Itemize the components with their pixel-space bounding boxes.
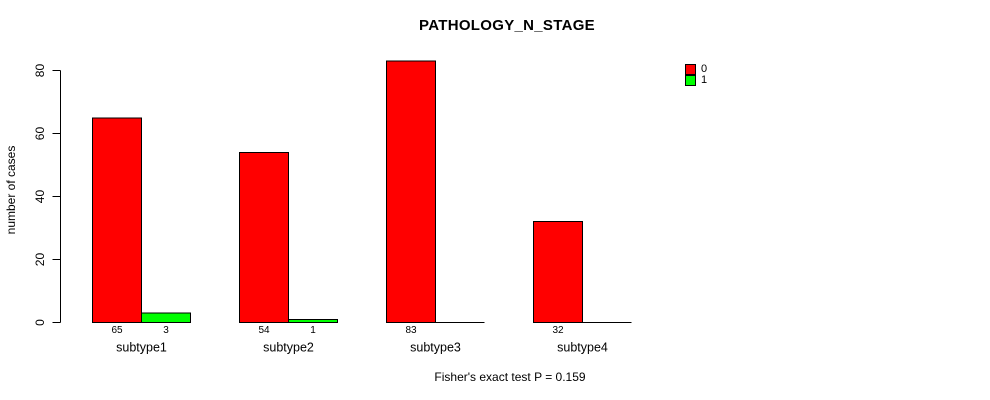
bar-subtype2-group-0	[239, 151, 289, 323]
bar-value-label: 1	[310, 325, 316, 336]
bar-subtype1-group-0	[92, 117, 142, 323]
chart-title: PATHOLOGY_N_STAGE	[419, 17, 595, 34]
y-axis-tick-label: 20	[33, 253, 47, 267]
bar-value-label: 83	[405, 325, 417, 336]
legend-item-1: 1	[685, 75, 707, 86]
bar-subtype2-group-1	[288, 318, 338, 324]
y-axis-tick-label: 80	[33, 64, 47, 78]
bar-value-label: 65	[111, 325, 123, 336]
fisher-test-annotation: Fisher's exact test P = 0.159	[434, 370, 586, 384]
bar-value-label: 54	[258, 325, 270, 336]
legend-label-0: 0	[701, 63, 708, 75]
bar-value-label: 32	[552, 325, 564, 336]
bar-subtype1-group-1	[141, 312, 191, 323]
y-axis-tick-label: 40	[33, 190, 47, 204]
legend-swatch-1	[685, 75, 696, 86]
legend-label-1: 1	[701, 74, 708, 86]
x-axis-category-label: subtype2	[263, 341, 314, 355]
x-axis-category-label: subtype3	[410, 341, 461, 355]
bar-value-label: 3	[163, 325, 169, 336]
x-axis-category-label: subtype4	[557, 341, 608, 355]
x-axis-category-label: subtype1	[116, 341, 167, 355]
bar-subtype4-group-0	[533, 221, 583, 323]
legend: 0 1	[685, 64, 707, 86]
legend-swatch-0	[685, 64, 696, 75]
legend-item-0: 0	[685, 64, 707, 75]
y-axis-tick-label: 0	[33, 319, 47, 326]
bar-subtype3-group-0	[386, 60, 436, 324]
y-axis-tick-label: 60	[33, 127, 47, 141]
